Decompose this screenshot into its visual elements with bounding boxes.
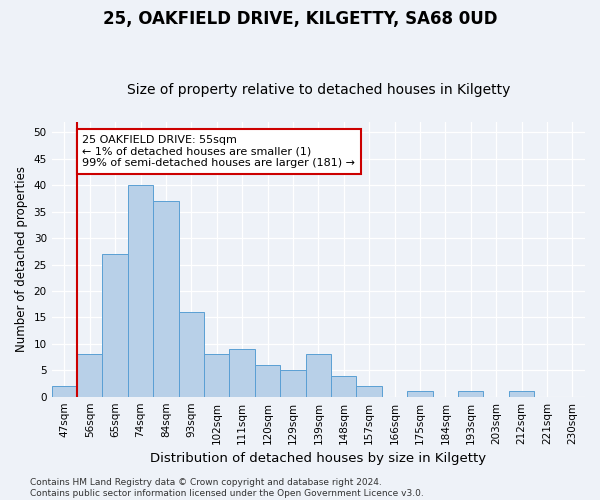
Text: Contains HM Land Registry data © Crown copyright and database right 2024.
Contai: Contains HM Land Registry data © Crown c… (30, 478, 424, 498)
Bar (153, 201, 179, 396)
Bar (103, 254, 128, 396)
Bar (331, 376, 356, 396)
Bar (128, 185, 153, 396)
Bar (280, 370, 305, 396)
Bar (204, 354, 229, 397)
Bar (356, 386, 382, 396)
Bar (509, 392, 534, 396)
Bar (255, 365, 280, 396)
Bar (52, 386, 77, 396)
Bar (77, 354, 103, 397)
Bar (458, 392, 484, 396)
Y-axis label: Number of detached properties: Number of detached properties (15, 166, 28, 352)
Bar (179, 312, 204, 396)
Title: Size of property relative to detached houses in Kilgetty: Size of property relative to detached ho… (127, 83, 510, 97)
Bar (229, 349, 255, 397)
Text: 25, OAKFIELD DRIVE, KILGETTY, SA68 0UD: 25, OAKFIELD DRIVE, KILGETTY, SA68 0UD (103, 10, 497, 28)
Bar (305, 354, 331, 397)
X-axis label: Distribution of detached houses by size in Kilgetty: Distribution of detached houses by size … (150, 452, 487, 465)
Bar (407, 392, 433, 396)
Text: 25 OAKFIELD DRIVE: 55sqm
← 1% of detached houses are smaller (1)
99% of semi-det: 25 OAKFIELD DRIVE: 55sqm ← 1% of detache… (82, 135, 355, 168)
